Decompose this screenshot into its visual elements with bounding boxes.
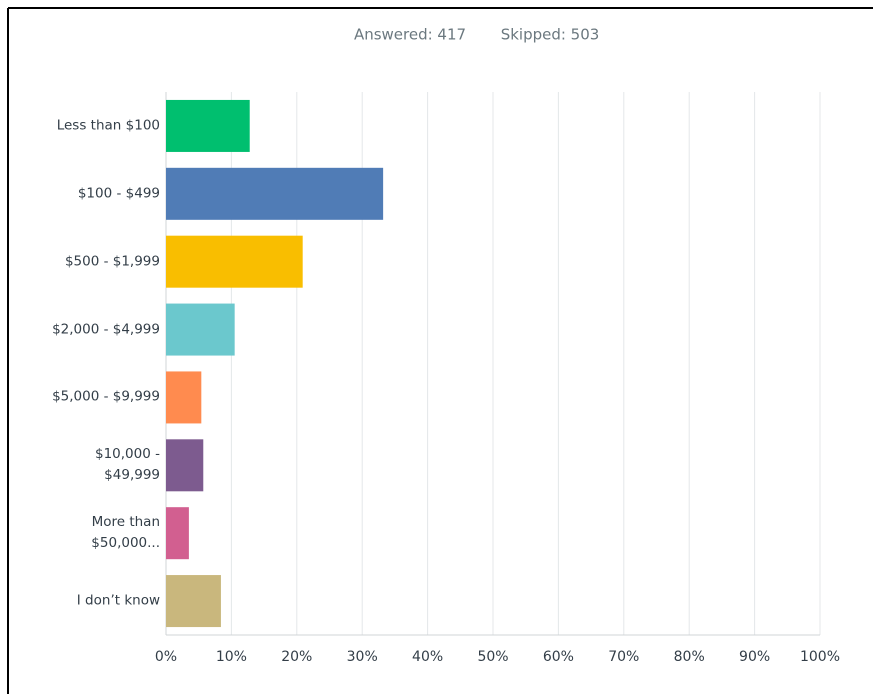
x-tick-label: 90% <box>739 649 770 665</box>
bar <box>166 507 189 560</box>
y-tick-label: Less than $100 <box>56 117 160 134</box>
x-tick-label: 40% <box>412 649 443 665</box>
y-tick-label: I don’t know <box>76 592 160 609</box>
x-tick-label: 70% <box>608 649 639 665</box>
y-tick-label: $2,000 - $4,999 <box>52 321 160 338</box>
bar <box>166 371 202 424</box>
x-tick-label: 20% <box>281 649 312 665</box>
y-tick-label: $10,000 - $49,999 <box>95 446 160 484</box>
x-tick-label: 50% <box>477 649 508 665</box>
x-tick-label: 100% <box>800 649 840 665</box>
y-tick-label: More than $50,000... <box>91 514 160 552</box>
answered: Answered: 417 <box>354 26 466 44</box>
bar <box>166 439 204 492</box>
y-tick-label: $100 - $499 <box>77 185 160 202</box>
bar <box>166 303 235 356</box>
y-tick-label: $5,000 - $9,999 <box>52 388 160 405</box>
x-tick-label: 60% <box>543 649 574 665</box>
skipped: Skipped: 503 <box>501 26 600 44</box>
y-tick-label: $500 - $1,999 <box>64 253 160 270</box>
bar <box>166 575 221 628</box>
x-tick-label: 10% <box>216 649 247 665</box>
x-tick-label: 30% <box>347 649 378 665</box>
bar <box>166 99 250 152</box>
bar <box>166 167 384 220</box>
x-tick-label: 0% <box>155 649 177 665</box>
bar <box>166 235 303 288</box>
x-tick-label: 80% <box>674 649 705 665</box>
